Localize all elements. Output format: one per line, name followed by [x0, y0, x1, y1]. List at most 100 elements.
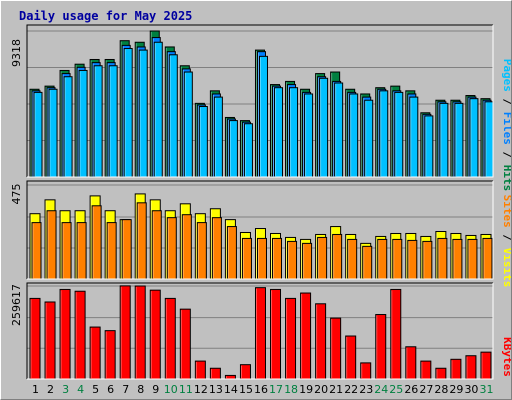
sites-bar — [287, 240, 298, 280]
kbytes-bar — [435, 367, 447, 380]
legend-hits: Hits — [501, 165, 511, 192]
visits-panel-bevel — [26, 180, 493, 279]
pages-bar — [484, 101, 494, 178]
sites-bar — [91, 205, 102, 280]
kbytes-bar — [119, 285, 131, 380]
kbytes-bar — [224, 374, 236, 380]
p1-bevel-light — [27, 25, 494, 178]
kbytes-bar — [209, 367, 221, 380]
day-label: 28 — [434, 383, 448, 396]
p3-bevel-light — [27, 283, 494, 380]
sites-bar — [196, 222, 207, 280]
kbytes-bar — [345, 335, 357, 380]
legend-kbytes: KBytes — [501, 337, 511, 377]
day-label: 12 — [194, 383, 208, 396]
sites-bar — [256, 237, 267, 280]
pages-bar — [364, 99, 374, 178]
pages-bar — [138, 49, 148, 178]
sites-bar — [151, 210, 162, 280]
kbytes-bar — [270, 288, 282, 380]
sites-bar — [181, 214, 192, 280]
pages-bar — [78, 69, 88, 178]
pages-bar — [274, 87, 284, 178]
pages-bar — [469, 98, 479, 178]
chart-title: Daily usage for May 2025 — [19, 9, 192, 23]
day-label: 11 — [179, 383, 193, 396]
pages-bar — [183, 71, 193, 178]
kbytes-bar — [465, 355, 477, 380]
sites-bar — [482, 237, 493, 280]
day-label: 10 — [164, 383, 178, 396]
day-label: 16 — [254, 383, 268, 396]
pages-bar — [319, 77, 329, 178]
day-label: 24 — [374, 383, 388, 396]
kbytes-panel-bevel — [26, 282, 493, 379]
hits-panel-bevel — [26, 24, 493, 177]
pages-bar — [48, 88, 58, 178]
day-label: 5 — [92, 383, 99, 396]
day-labels: 1 2 3 4 5 6 7 8 9 10 11 12 13 14 15 16 17 18 19 20 21 22 23 24 2… — [32, 383, 493, 396]
day-label: 23 — [359, 383, 373, 396]
p2-bevel-light — [27, 181, 494, 280]
day-label: 4 — [77, 383, 84, 396]
pages-bar — [93, 65, 103, 178]
sites-bar — [407, 239, 418, 280]
sites-bar — [46, 210, 57, 280]
kbytes-panel-bars — [29, 285, 492, 380]
pages-files-hits-legend: Pages / Files / Hits — [501, 59, 511, 192]
legend-sep-1: / — [501, 92, 511, 112]
pages-bar — [153, 41, 163, 178]
hits-max-label: 9318 — [10, 39, 23, 67]
kbytes-bar — [194, 360, 206, 380]
day-label: 31 — [479, 383, 493, 396]
sites-bar — [317, 236, 328, 280]
pages-bar — [243, 123, 253, 178]
kbytes-bar — [375, 314, 387, 380]
sites-bar — [31, 222, 42, 280]
kbytes-bar — [300, 292, 312, 380]
kbytes-bar — [315, 303, 327, 380]
sites-bar — [452, 238, 463, 280]
kbytes-bar — [59, 288, 71, 380]
pages-bar — [424, 115, 434, 178]
sites-bar — [467, 238, 478, 280]
legend-sep-2: / — [501, 145, 511, 165]
kbytes-bar — [285, 297, 297, 380]
kbytes-bar — [330, 317, 342, 380]
sites-bar — [226, 226, 237, 280]
pages-bar — [439, 102, 449, 178]
pages-bar — [349, 93, 359, 178]
day-label: 3 — [62, 383, 69, 396]
kbytes-bar — [480, 351, 492, 380]
kbytes-bar — [254, 287, 266, 380]
day-label: 21 — [329, 383, 343, 396]
kbytes-bar — [134, 285, 146, 380]
legend-pages: Pages — [501, 59, 511, 92]
sites-bar — [347, 238, 358, 280]
pages-bar — [168, 54, 178, 178]
pages-bar — [454, 102, 464, 178]
legend-visits: Visits — [501, 248, 511, 288]
sites-bar — [422, 240, 433, 280]
day-label: 15 — [239, 383, 253, 396]
kbytes-bar — [390, 288, 402, 380]
pages-bar — [228, 120, 238, 178]
pages-bar — [108, 65, 118, 178]
kbytes-bar — [149, 289, 161, 380]
day-label: 22 — [344, 383, 358, 396]
visits-panel-bars — [29, 193, 493, 280]
kbytes-bar — [405, 346, 417, 380]
legend-sep-3: / — [501, 228, 511, 248]
day-label: 29 — [449, 383, 463, 396]
sites-bar — [76, 222, 87, 280]
day-label: 26 — [404, 383, 418, 396]
sites-bar — [241, 237, 252, 280]
sites-bar — [377, 238, 388, 280]
sites-bar — [392, 238, 403, 280]
kbytes-bar — [164, 297, 176, 380]
kbytes-legend: KBytes — [501, 337, 511, 377]
pages-bar — [379, 90, 389, 178]
pages-bar — [33, 91, 43, 178]
kbytes-bar — [360, 362, 372, 380]
